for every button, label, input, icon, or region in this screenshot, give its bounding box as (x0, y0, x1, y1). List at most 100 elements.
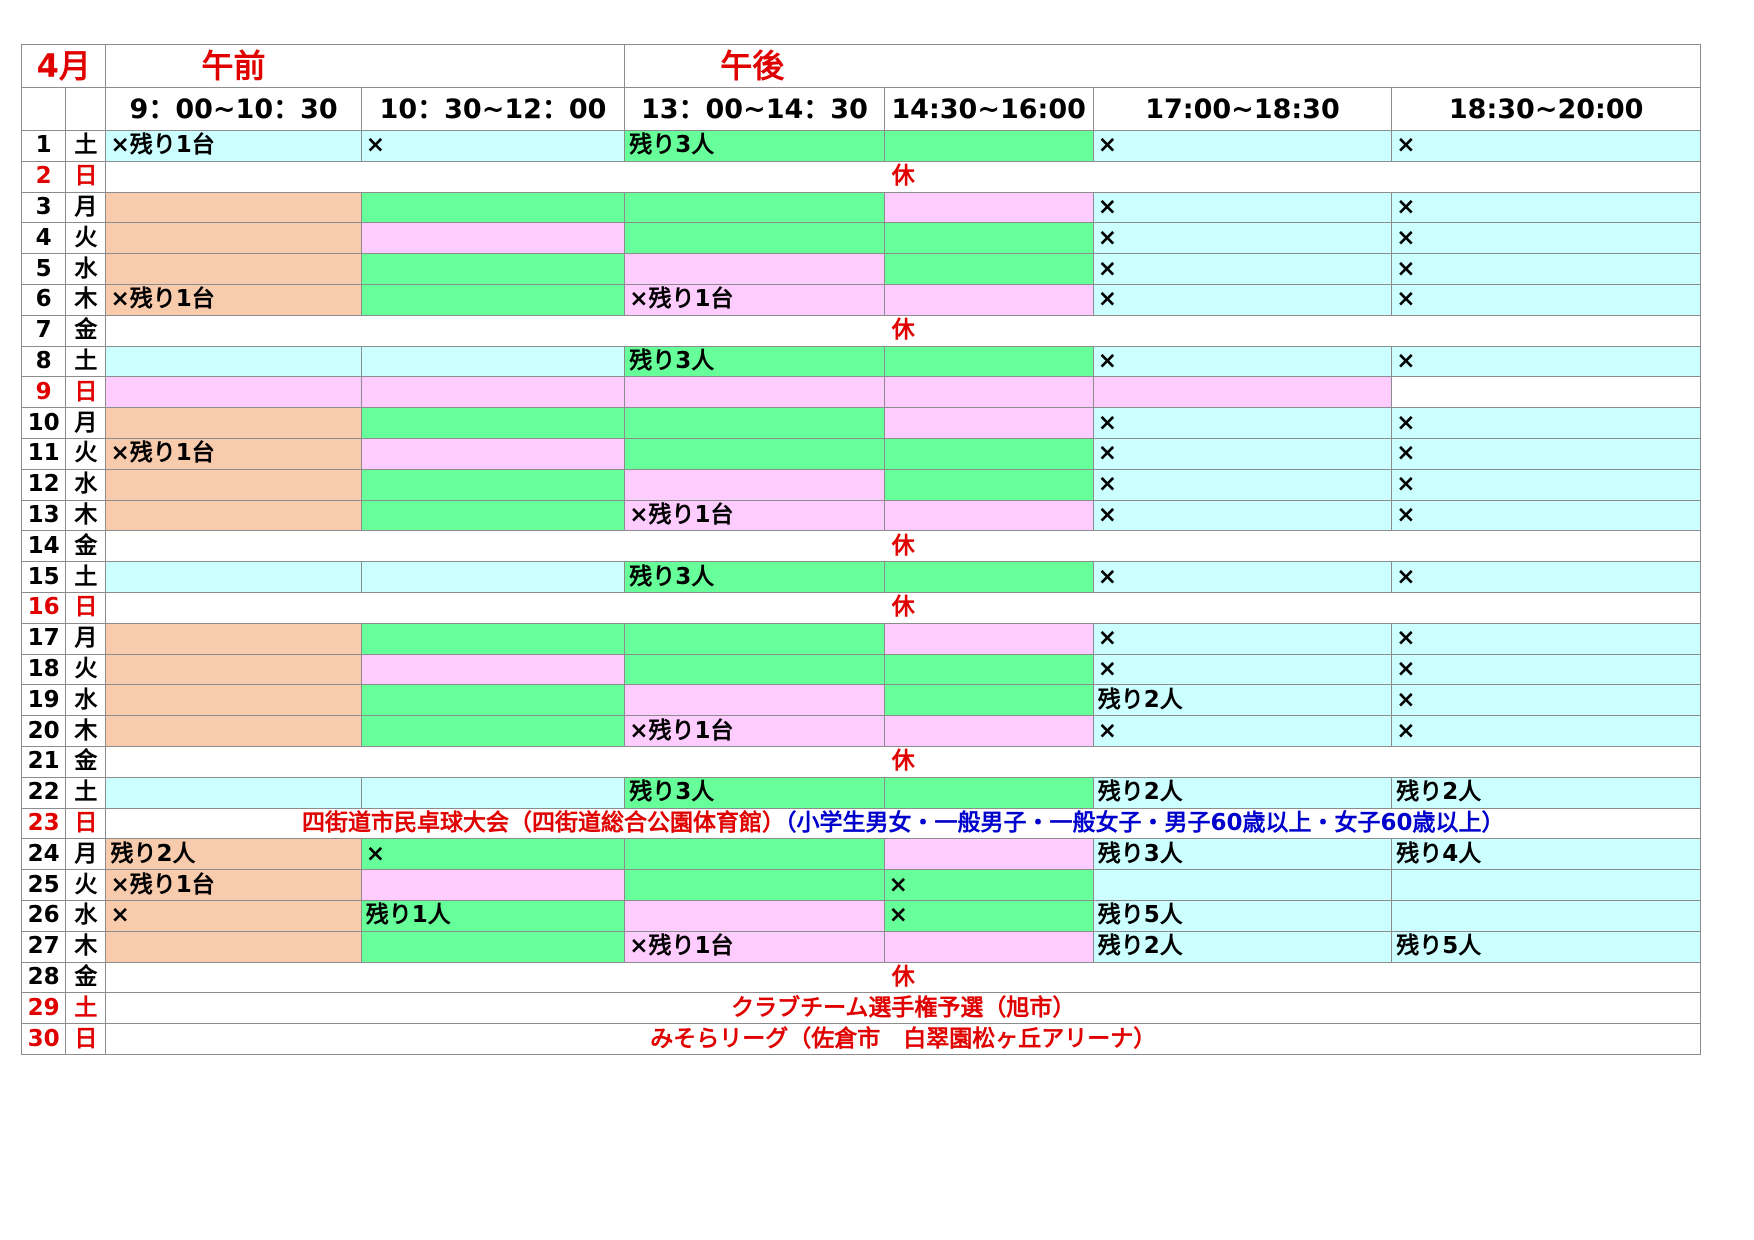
slot-cell[interactable] (624, 407, 885, 439)
slot-cell[interactable] (360, 930, 626, 963)
slot-cell[interactable]: × (1092, 468, 1393, 501)
slot-cell[interactable] (624, 899, 885, 932)
slot-cell[interactable] (883, 407, 1094, 439)
slot-cell[interactable]: × (1391, 499, 1701, 532)
slot-cell[interactable] (624, 468, 885, 501)
slot-cell[interactable] (1391, 869, 1701, 901)
slot-cell[interactable]: 残り2人 (1092, 684, 1393, 717)
slot-cell[interactable]: × (105, 899, 362, 932)
slot-cell[interactable] (883, 283, 1094, 316)
slot-cell[interactable]: 残り5人 (1092, 899, 1393, 932)
slot-cell[interactable] (883, 345, 1094, 378)
slot-cell[interactable] (360, 869, 626, 901)
slot-cell[interactable]: ×残り1台 (624, 715, 885, 747)
slot-cell[interactable] (105, 561, 362, 593)
slot-cell[interactable]: 残り5人 (1391, 930, 1701, 963)
slot-cell[interactable] (360, 499, 626, 532)
slot-cell[interactable] (883, 130, 1094, 162)
slot-cell[interactable] (360, 437, 626, 470)
slot-cell[interactable] (360, 253, 626, 285)
slot-cell[interactable] (105, 499, 362, 532)
slot-cell[interactable] (360, 191, 626, 224)
slot-cell[interactable]: × (1092, 222, 1393, 255)
slot-cell[interactable] (883, 253, 1094, 285)
slot-cell[interactable]: 残り2人 (1092, 930, 1393, 963)
slot-cell[interactable] (105, 191, 362, 224)
slot-cell[interactable]: × (1391, 191, 1701, 224)
slot-cell[interactable] (624, 838, 885, 871)
slot-cell[interactable] (624, 253, 885, 285)
slot-cell[interactable]: × (1092, 345, 1393, 378)
slot-cell[interactable]: × (1391, 468, 1701, 501)
slot-cell[interactable] (624, 653, 885, 686)
slot-cell[interactable]: × (1092, 437, 1393, 470)
slot-cell[interactable]: 残り3人 (1092, 838, 1393, 871)
slot-cell[interactable] (1092, 869, 1393, 901)
slot-cell[interactable] (883, 776, 1094, 809)
slot-cell[interactable] (105, 776, 362, 809)
slot-cell[interactable] (883, 653, 1094, 686)
slot-cell[interactable]: × (1092, 253, 1393, 285)
slot-cell[interactable] (883, 561, 1094, 593)
slot-cell[interactable]: 残り3人 (624, 561, 885, 593)
slot-cell[interactable]: × (1391, 561, 1701, 593)
slot-cell[interactable] (105, 407, 362, 439)
slot-cell[interactable] (883, 715, 1094, 747)
slot-cell[interactable]: ×残り1台 (624, 499, 885, 532)
slot-cell[interactable] (360, 715, 626, 747)
slot-cell[interactable] (624, 622, 885, 655)
slot-cell[interactable] (360, 283, 626, 316)
slot-cell[interactable] (624, 869, 885, 901)
slot-cell[interactable] (105, 253, 362, 285)
slot-cell[interactable] (624, 222, 885, 255)
slot-cell[interactable] (1092, 376, 1393, 409)
slot-cell[interactable] (105, 222, 362, 255)
slot-cell[interactable] (624, 437, 885, 470)
slot-cell[interactable] (360, 222, 626, 255)
slot-cell[interactable]: ×残り1台 (105, 283, 362, 316)
slot-cell[interactable] (105, 345, 362, 378)
slot-cell[interactable] (883, 222, 1094, 255)
slot-cell[interactable] (624, 191, 885, 224)
slot-cell[interactable]: 残り2人 (105, 838, 362, 871)
slot-cell[interactable]: 残り2人 (1092, 776, 1393, 809)
slot-cell[interactable]: 残り3人 (624, 345, 885, 378)
slot-cell[interactable]: × (883, 869, 1094, 901)
slot-cell[interactable]: × (1092, 191, 1393, 224)
slot-cell[interactable] (360, 345, 626, 378)
slot-cell[interactable] (360, 468, 626, 501)
slot-cell[interactable]: × (1092, 283, 1393, 316)
slot-cell[interactable] (624, 376, 885, 409)
slot-cell[interactable] (624, 684, 885, 717)
slot-cell[interactable] (360, 376, 626, 409)
slot-cell[interactable] (1391, 376, 1701, 409)
slot-cell[interactable] (105, 468, 362, 501)
slot-cell[interactable]: × (883, 899, 1094, 932)
slot-cell[interactable]: × (1092, 622, 1393, 655)
slot-cell[interactable] (883, 499, 1094, 532)
slot-cell[interactable] (105, 622, 362, 655)
slot-cell[interactable]: 残り3人 (624, 776, 885, 809)
slot-cell[interactable]: × (1092, 715, 1393, 747)
slot-cell[interactable] (360, 684, 626, 717)
slot-cell[interactable]: × (360, 130, 626, 162)
slot-cell[interactable]: × (1391, 407, 1701, 439)
slot-cell[interactable] (105, 715, 362, 747)
slot-cell[interactable] (105, 930, 362, 963)
slot-cell[interactable]: × (1391, 345, 1701, 378)
slot-cell[interactable]: 残り1人 (360, 899, 626, 932)
slot-cell[interactable] (105, 653, 362, 686)
slot-cell[interactable]: × (1391, 283, 1701, 316)
slot-cell[interactable] (105, 376, 362, 409)
slot-cell[interactable] (883, 376, 1094, 409)
slot-cell[interactable]: × (1391, 130, 1701, 162)
slot-cell[interactable] (105, 684, 362, 717)
slot-cell[interactable] (360, 622, 626, 655)
slot-cell[interactable]: × (1092, 407, 1393, 439)
slot-cell[interactable]: × (1391, 684, 1701, 717)
slot-cell[interactable]: ×残り1台 (624, 283, 885, 316)
slot-cell[interactable]: × (1391, 653, 1701, 686)
slot-cell[interactable]: ×残り1台 (105, 869, 362, 901)
slot-cell[interactable] (1391, 899, 1701, 932)
slot-cell[interactable] (360, 653, 626, 686)
